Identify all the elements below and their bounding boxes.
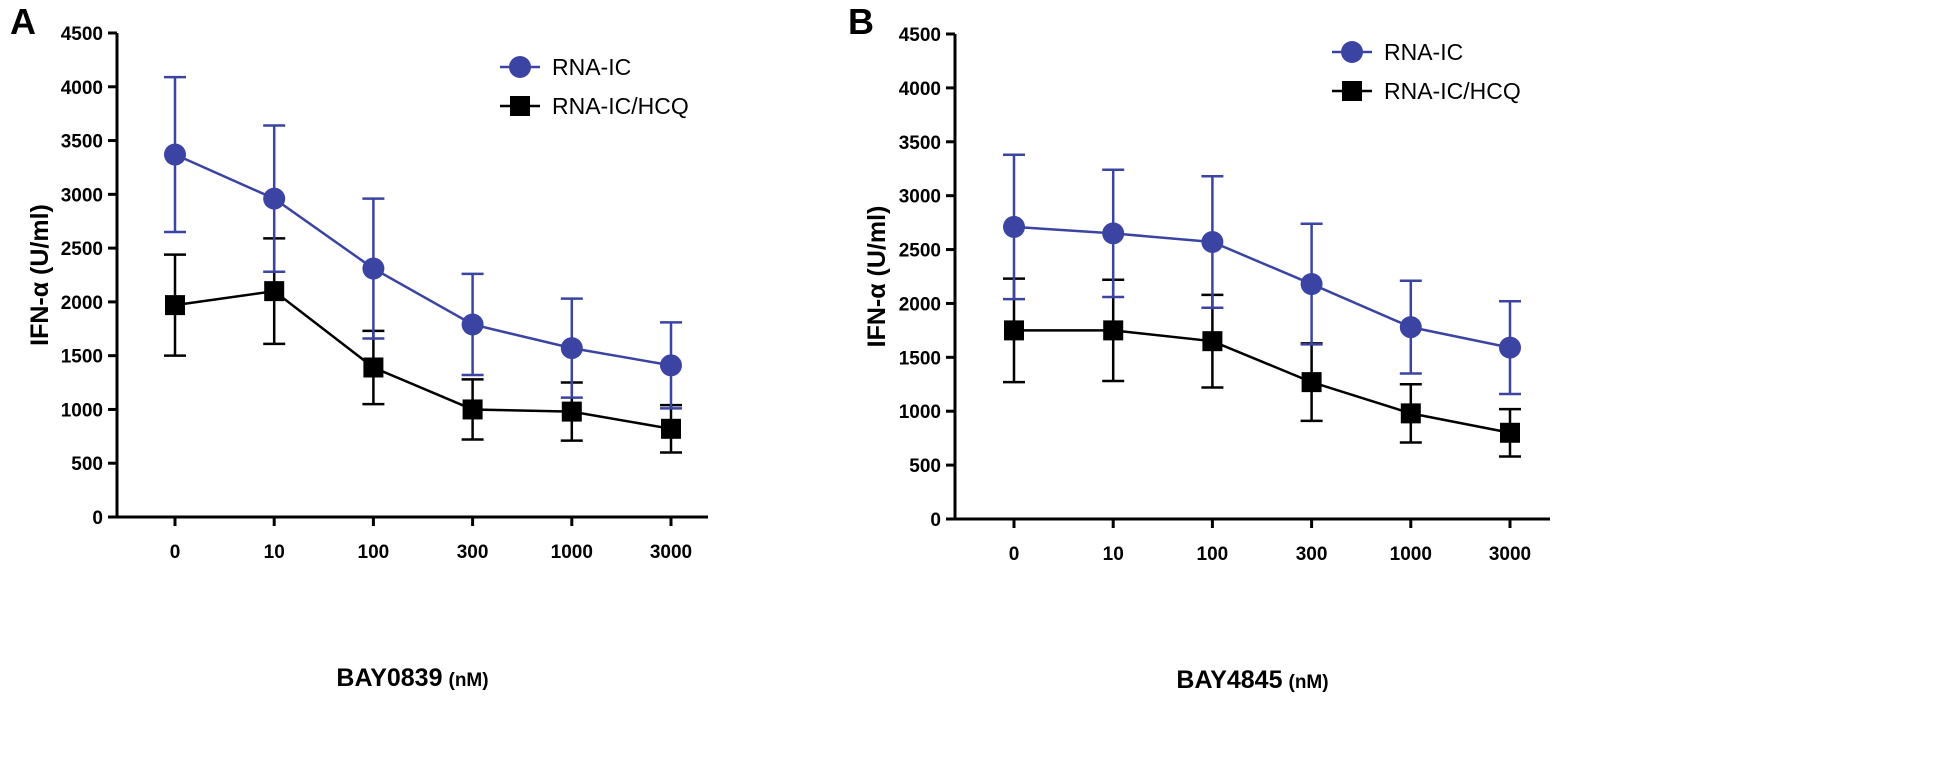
y-tick-label: 4500	[61, 24, 103, 45]
data-point	[1400, 403, 1421, 424]
chart-panel-b: B 0 500 1000 1500 2000 2500 3000 3500 4000 4500 0 10…	[848, 1, 1550, 694]
y-tick-label: 3500	[899, 133, 941, 154]
x-axis-title: BAY4845 (nM)	[1176, 666, 1328, 694]
y-axis-title: IFN-α (U/ml)	[26, 204, 54, 346]
legend: RNA-IC RNA-IC/HCQ	[1332, 39, 1521, 104]
series-rna-ic	[1003, 153, 1521, 396]
series-line	[1014, 329, 1511, 435]
y-tick-label: 500	[71, 454, 103, 475]
data-point	[462, 399, 483, 420]
y-tick-label: 4000	[61, 78, 103, 99]
legend-marker	[509, 56, 531, 78]
data-point	[560, 337, 583, 360]
series-rna-ic	[164, 75, 682, 410]
y-tick-label: 0	[92, 508, 103, 529]
data-point	[263, 187, 286, 210]
legend-label: RNA-IC	[1384, 39, 1463, 65]
chart-panel-a: A 0 500 1000 1500 2000 2500 3000 3500 4000 4500 0 10…	[10, 1, 708, 692]
legend-item: RNA-IC	[1332, 39, 1463, 65]
x-axis-title: BAY0839 (nM)	[336, 664, 488, 692]
series-line	[174, 153, 672, 367]
legend-label: RNA-IC/HCQ	[1384, 78, 1521, 104]
x-tick-label: 10	[1103, 544, 1124, 565]
data-point	[1300, 273, 1323, 296]
x-axis-title-main: BAY4845	[1176, 666, 1282, 694]
legend-label: RNA-IC	[552, 54, 631, 80]
data-point	[1003, 215, 1025, 238]
data-point	[363, 357, 384, 378]
series-rna-ic-hcq	[164, 237, 682, 454]
x-tick-label: 100	[1197, 544, 1229, 565]
y-tick-label: 4500	[899, 25, 941, 46]
legend-marker	[1341, 41, 1363, 63]
series-line	[1013, 225, 1511, 349]
panel-letter: A	[10, 1, 36, 42]
x-tick-label: 1000	[1390, 544, 1432, 565]
x-tick-label: 1000	[551, 542, 593, 563]
legend-marker	[1342, 81, 1362, 101]
legend: RNA-IC RNA-IC/HCQ	[500, 54, 689, 119]
data-point	[1202, 331, 1223, 352]
x-tick-label: 300	[1296, 544, 1328, 565]
y-tick-label: 500	[909, 456, 941, 477]
x-axis-title-unit: (nM)	[449, 670, 489, 691]
y-tick-label: 3000	[61, 185, 103, 206]
x-axis-title-main: BAY0839	[336, 664, 442, 692]
x-tick-label: 0	[170, 542, 181, 563]
legend-item: RNA-IC/HCQ	[1332, 78, 1521, 104]
data-point	[660, 354, 682, 377]
y-tick-label: 2000	[61, 293, 103, 314]
x-tick-label: 100	[358, 542, 390, 563]
legend-item: RNA-IC/HCQ	[500, 93, 689, 119]
data-point	[661, 418, 681, 439]
x-tick-label: 3000	[1489, 544, 1531, 565]
data-point	[264, 281, 285, 302]
y-tick-label: 3500	[61, 132, 103, 153]
x-axis-title-unit: (nM)	[1289, 672, 1329, 693]
y-tick-label: 4000	[899, 79, 941, 100]
x-tick-label: 3000	[650, 542, 692, 563]
data-point	[1102, 222, 1125, 245]
series-rna-ic-hcq	[1003, 277, 1521, 458]
data-point	[1301, 372, 1322, 393]
data-point	[561, 401, 582, 422]
legend-marker	[510, 96, 530, 116]
data-point	[1500, 422, 1520, 443]
y-tick-label: 1000	[61, 400, 103, 421]
y-tick-label: 1000	[899, 402, 941, 423]
panel-letter: B	[848, 1, 874, 42]
legend-label: RNA-IC/HCQ	[552, 93, 689, 119]
y-tick-label: 2000	[899, 294, 941, 315]
y-axis-title: IFN-α (U/ml)	[863, 206, 891, 348]
data-point	[362, 257, 385, 280]
data-point	[461, 313, 484, 336]
y-tick-label: 2500	[61, 239, 103, 260]
series-line	[174, 289, 672, 431]
data-point	[1103, 320, 1124, 341]
data-point	[1004, 320, 1024, 341]
y-tick-label: 2500	[899, 241, 941, 262]
x-tick-label: 300	[457, 542, 489, 563]
y-tick-label: 0	[930, 510, 941, 531]
x-tick-label: 0	[1009, 544, 1020, 565]
y-tick-label: 1500	[61, 347, 103, 368]
data-point	[165, 295, 185, 316]
data-point	[1499, 336, 1521, 359]
x-tick-label: 10	[264, 542, 285, 563]
data-point	[1399, 316, 1422, 339]
y-tick-label: 1500	[899, 348, 941, 369]
data-point	[1201, 231, 1224, 254]
data-point	[164, 143, 186, 166]
legend-item: RNA-IC	[500, 54, 631, 80]
y-tick-label: 3000	[899, 187, 941, 208]
